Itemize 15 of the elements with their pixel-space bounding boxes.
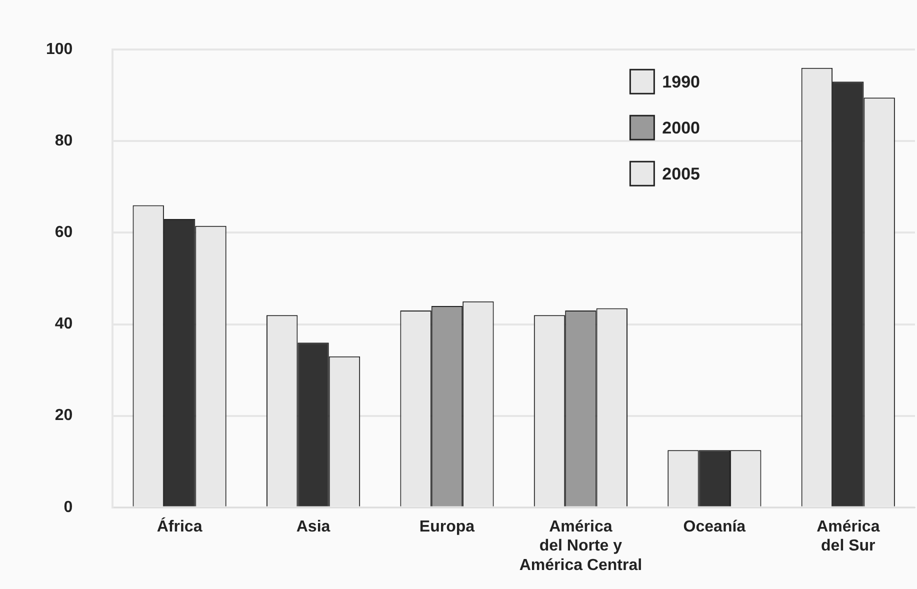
legend-label: 2000 (662, 118, 700, 138)
x-tick-label: América del Sur (816, 518, 880, 555)
legend-label: 2005 (662, 164, 700, 184)
y-tick-label: 40 (54, 316, 73, 333)
x-tick-label: América del Norte y América Central (519, 518, 642, 574)
x-tick-label: Asia (296, 518, 330, 536)
x-tick-label: Europa (419, 518, 475, 536)
y-tick-label: 20 (54, 407, 73, 424)
legend-label: 1990 (662, 72, 700, 92)
y-tick-label: 80 (54, 132, 73, 150)
x-tick-label: Oceanía (683, 518, 746, 536)
y-tick-label: 100 (46, 41, 73, 58)
y-tick-label: 60 (54, 224, 73, 242)
y-tick-label: 0 (64, 498, 73, 516)
x-tick-label: África (156, 516, 202, 536)
